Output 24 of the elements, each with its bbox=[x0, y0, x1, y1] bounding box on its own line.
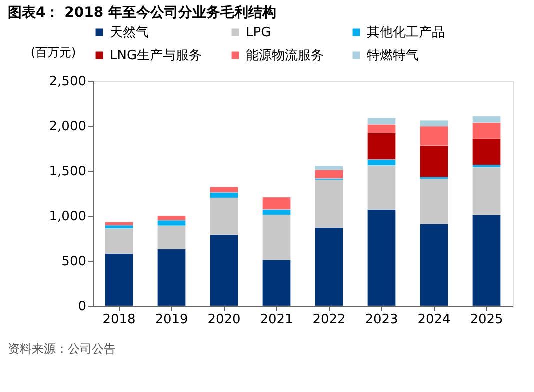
y-tick-label: 0 bbox=[78, 300, 86, 314]
y-tick-label: 500 bbox=[62, 254, 86, 270]
text: 资料来源：公司公告 bbox=[8, 342, 116, 356]
legend-label: LPG bbox=[246, 26, 272, 41]
y-tick-label: 2,000 bbox=[49, 120, 86, 134]
x-tick-label: 2018 bbox=[102, 312, 136, 328]
y-tick-label: 1,000 bbox=[49, 210, 86, 224]
bar bbox=[105, 222, 134, 226]
legend-label: 天然气 bbox=[110, 26, 149, 41]
y-tick-label: 1,500 bbox=[49, 164, 86, 180]
x-tick-label: 2020 bbox=[208, 312, 241, 328]
x-tick-label: 2021 bbox=[260, 312, 294, 328]
x-tick-label: 2025 bbox=[470, 312, 504, 328]
legend-label: 其他化工产品 bbox=[367, 26, 445, 41]
x-tick-label: 2024 bbox=[418, 312, 451, 328]
chart-title: 图表4： 2018 年至今公司分业务毛利结构 bbox=[8, 4, 276, 21]
legend-label: 特燃特气 bbox=[367, 48, 419, 64]
x-tick-label: 2023 bbox=[365, 312, 398, 328]
y-axis-title: (百万元) bbox=[30, 46, 76, 60]
legend-label: LNG生产与服务 bbox=[110, 48, 202, 64]
x-tick-label: 2019 bbox=[155, 312, 188, 328]
y-tick-label: 2,500 bbox=[49, 74, 86, 90]
x-tick-label: 2022 bbox=[312, 312, 346, 328]
legend-label: 能源物流服务 bbox=[246, 48, 324, 64]
